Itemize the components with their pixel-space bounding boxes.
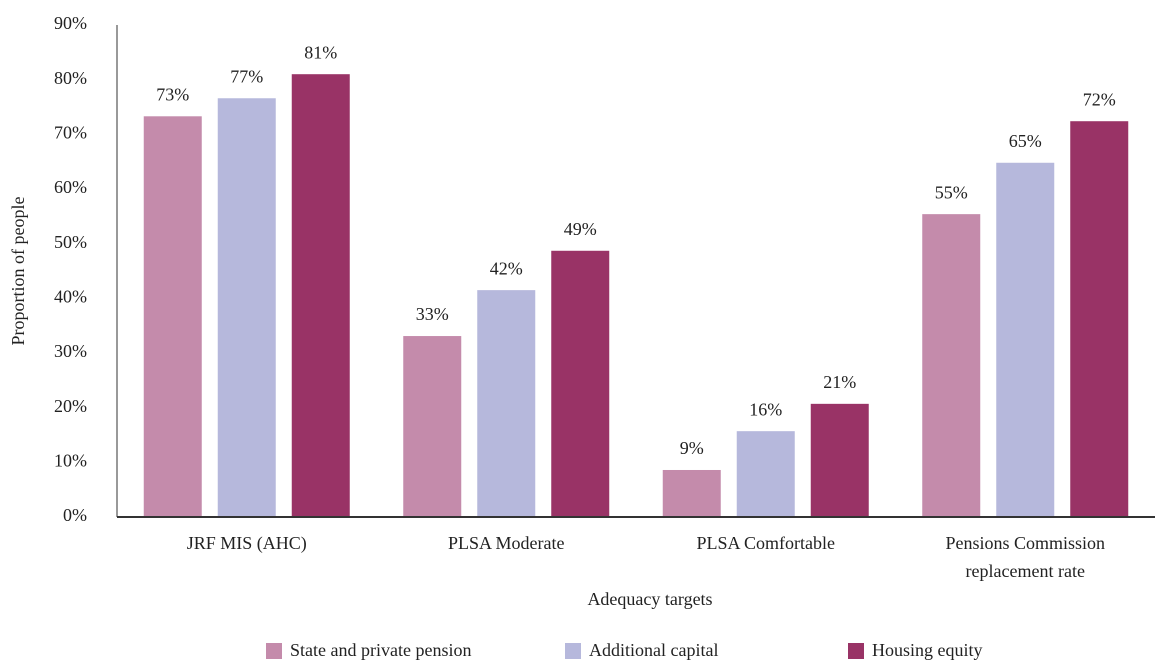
legend-swatch	[266, 643, 282, 659]
data-label: 72%	[1083, 89, 1116, 109]
y-tick-label: 0%	[63, 505, 87, 525]
bar	[143, 116, 202, 517]
y-tick-label: 50%	[54, 232, 87, 252]
bar	[551, 250, 610, 518]
bar	[1070, 121, 1129, 518]
data-label: 33%	[416, 304, 449, 324]
y-tick-label: 20%	[54, 396, 87, 416]
data-label: 81%	[304, 42, 337, 62]
x-tick-label: PLSA Comfortable	[697, 533, 836, 553]
data-label: 9%	[680, 438, 704, 458]
data-label: 16%	[749, 399, 782, 419]
legend-swatch	[848, 643, 864, 659]
data-label: 65%	[1009, 131, 1042, 151]
x-tick-label: PLSA Moderate	[448, 533, 565, 553]
bar	[477, 290, 536, 517]
y-tick-label: 40%	[54, 286, 87, 306]
x-axis-label: Adequacy targets	[587, 589, 712, 609]
data-label: 73%	[156, 84, 189, 104]
y-tick-label: 90%	[54, 13, 87, 33]
bar	[810, 403, 869, 517]
y-tick-label: 80%	[54, 68, 87, 88]
bar	[291, 74, 350, 517]
y-tick-label: 10%	[54, 450, 87, 470]
data-label: 21%	[823, 372, 856, 392]
bar	[922, 214, 981, 517]
legend-label: Housing equity	[872, 640, 983, 660]
legend-swatch	[565, 643, 581, 659]
y-tick-label: 30%	[54, 341, 87, 361]
data-label: 77%	[230, 66, 263, 86]
x-tick-label: Pensions Commission replacement rate	[945, 533, 1105, 581]
bar	[217, 98, 276, 518]
legend-label: State and private pension	[290, 640, 471, 660]
data-label: 49%	[564, 219, 597, 239]
bar	[996, 162, 1055, 517]
bar	[736, 431, 795, 517]
x-tick-label: JRF MIS (AHC)	[187, 533, 307, 554]
legend-label: Additional capital	[589, 640, 718, 660]
y-tick-label: 70%	[54, 122, 87, 142]
y-axis-label: Proportion of people	[8, 197, 28, 346]
data-label: 42%	[490, 258, 523, 278]
data-label: 55%	[935, 182, 968, 202]
bar	[403, 336, 462, 517]
bar	[662, 469, 721, 517]
y-tick-label: 60%	[54, 177, 87, 197]
